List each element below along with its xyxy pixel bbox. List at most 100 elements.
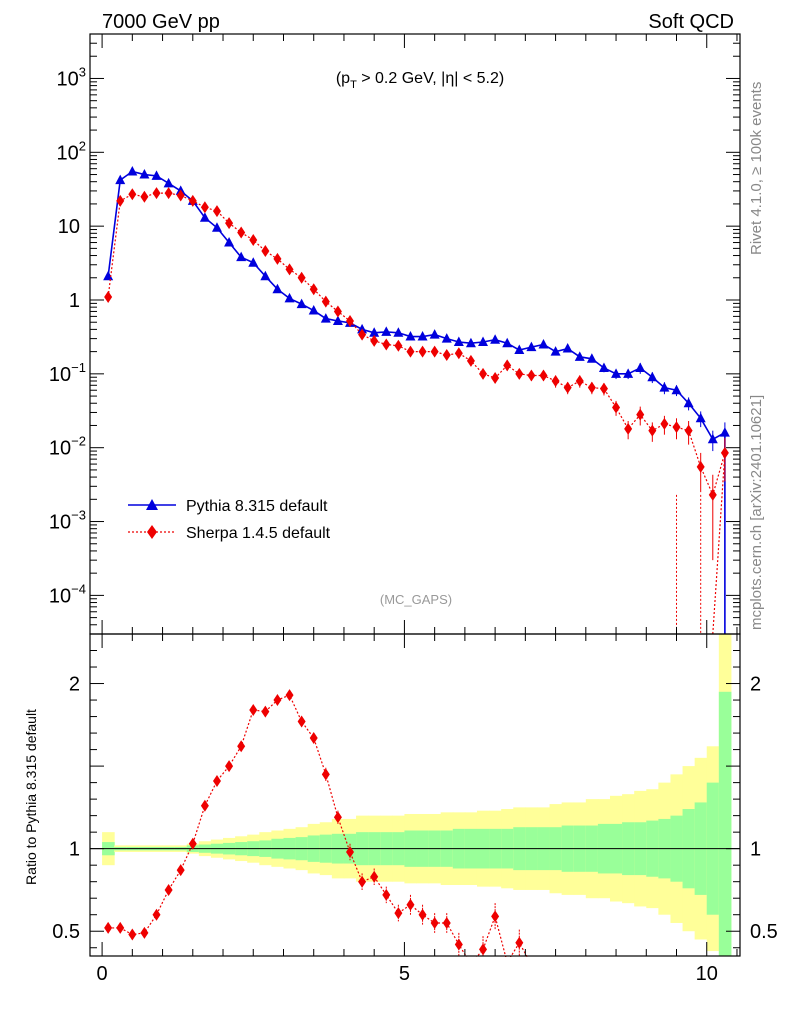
data-point xyxy=(479,367,488,380)
data-point xyxy=(502,337,513,348)
band-inner-bin xyxy=(718,691,732,956)
data-point xyxy=(406,345,415,358)
legend-entry: Sherpa 1.4.5 default xyxy=(128,525,331,542)
data-point xyxy=(611,368,622,378)
data-point xyxy=(225,217,234,230)
data-point xyxy=(321,295,330,308)
data-point xyxy=(273,252,282,265)
side-text-bottom: mcplots.cern.ch [arXiv:2401.10621] xyxy=(748,395,765,630)
data-point xyxy=(104,290,113,303)
data-point xyxy=(550,346,561,356)
data-point xyxy=(370,334,379,347)
data-point xyxy=(598,362,609,372)
data-point xyxy=(635,362,646,372)
y-tick-label: 103 xyxy=(57,64,86,90)
ratio-point xyxy=(249,703,258,716)
ratio-point xyxy=(321,768,330,781)
data-point xyxy=(382,338,391,351)
data-point xyxy=(526,341,537,352)
ratio-point xyxy=(430,916,439,929)
data-point xyxy=(139,169,150,179)
legend: Pythia 8.315 default Sherpa 1.4.5 default xyxy=(128,498,331,542)
y-tick-exp: −1 xyxy=(71,360,86,375)
data-point xyxy=(490,334,501,344)
data-point xyxy=(672,421,681,434)
ratio-band xyxy=(102,634,732,956)
ratio-point xyxy=(261,705,270,718)
y-tick-exp: −4 xyxy=(71,581,86,596)
data-point xyxy=(116,194,125,207)
ratio-point xyxy=(140,926,149,939)
data-point xyxy=(127,165,138,176)
y-tick-base: 10 xyxy=(49,585,71,607)
data-point xyxy=(684,424,693,437)
data-point xyxy=(199,212,210,222)
legend-entry: Pythia 8.315 default xyxy=(128,498,328,515)
y-tick-label: 10−1 xyxy=(49,360,86,386)
data-point xyxy=(261,245,270,258)
data-point xyxy=(466,354,475,367)
data-point xyxy=(515,367,524,380)
ratio-point xyxy=(309,732,318,745)
data-point xyxy=(478,336,489,346)
series-pythia xyxy=(103,165,730,634)
ratio-point xyxy=(116,921,125,934)
ratio-point xyxy=(358,875,367,888)
data-point xyxy=(236,251,247,262)
data-point xyxy=(623,368,634,378)
watermark: (MC_GAPS) xyxy=(380,592,452,607)
ratio-y-tick-label-right: 2 xyxy=(750,674,761,696)
ratio-mask xyxy=(0,957,786,1024)
data-point xyxy=(551,375,560,388)
ratio-point xyxy=(225,760,234,773)
y-tick-exp: 2 xyxy=(79,138,86,153)
ratio-y-tick-label-right: 0.5 xyxy=(750,921,778,943)
legend-label: Pythia 8.315 default xyxy=(186,498,328,515)
data-point xyxy=(562,343,573,353)
axis-ticks xyxy=(90,33,740,956)
ratio-point xyxy=(164,883,173,896)
ratio-y-tick-label: 0.5 xyxy=(52,921,80,943)
cut-label-rest: > 0.2 GeV, |η| < 5.2) xyxy=(357,70,504,87)
legend-label: Sherpa 1.4.5 default xyxy=(186,525,331,542)
data-point xyxy=(188,194,197,207)
ratio-y-tick-label: 2 xyxy=(69,674,80,696)
data-point xyxy=(696,460,705,473)
data-point xyxy=(671,384,682,395)
ratio-point xyxy=(442,916,451,929)
data-point xyxy=(405,331,416,341)
ratio-point xyxy=(297,715,306,728)
series-line xyxy=(107,192,726,635)
y-tick-base: 10 xyxy=(49,364,71,386)
cut-label-open: (p xyxy=(336,70,350,87)
data-point xyxy=(430,345,439,358)
data-point xyxy=(707,433,718,444)
ratio-point xyxy=(406,898,415,911)
header-left: 7000 GeV pp xyxy=(102,11,220,33)
y-tick-label: 102 xyxy=(57,138,86,164)
data-point xyxy=(237,226,246,239)
ratio-point xyxy=(454,938,463,951)
data-point xyxy=(393,327,404,337)
data-point xyxy=(260,270,271,281)
data-point xyxy=(211,222,222,232)
data-point xyxy=(333,305,342,318)
data-point xyxy=(128,188,137,201)
data-point xyxy=(115,174,126,185)
legend-marker xyxy=(147,525,157,539)
data-point xyxy=(151,170,162,180)
ratio-point xyxy=(212,774,221,787)
data-point xyxy=(164,187,173,200)
ratio-point xyxy=(285,689,294,702)
data-point xyxy=(394,339,403,352)
data-point xyxy=(441,333,452,343)
y-tick-base: 10 xyxy=(57,68,79,90)
data-point xyxy=(176,189,185,202)
ratio-ylabel: Ratio to Pythia 8.315 default xyxy=(23,709,39,885)
data-point xyxy=(163,177,174,188)
y-tick-label: 1 xyxy=(69,290,80,312)
data-point xyxy=(587,381,596,394)
data-point xyxy=(249,233,258,246)
